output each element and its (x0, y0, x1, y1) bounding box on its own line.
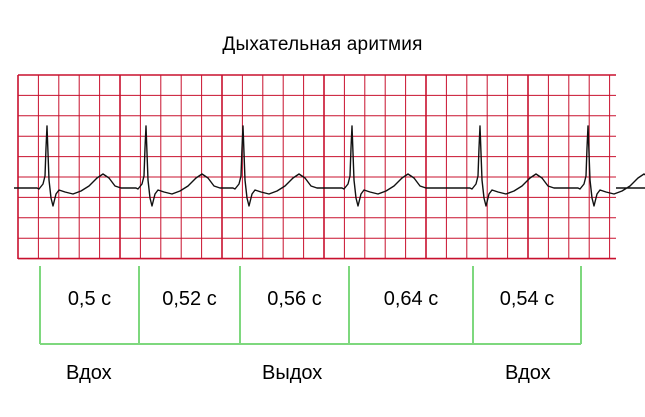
ecg-trace (14, 125, 645, 207)
diagram-title: Дыхательная аритмия (222, 34, 423, 55)
phase-label-inhale-2: Вдох (505, 362, 551, 384)
rr-interval-label-3: 0,56 с (267, 288, 322, 310)
phase-label-inhale-1: Вдох (66, 362, 112, 384)
rr-interval-label-4: 0,64 с (383, 288, 439, 310)
interval-brackets (39, 266, 582, 345)
phase-label-exhale: Выдох (262, 362, 323, 384)
rr-interval-label-2: 0,52 с (162, 288, 217, 310)
ecg-waveform (14, 125, 645, 207)
rr-interval-label-5: 0,54 с (499, 288, 555, 310)
ecg-grid (17, 74, 616, 260)
rr-interval-label-1: 0,5 с (67, 288, 112, 310)
